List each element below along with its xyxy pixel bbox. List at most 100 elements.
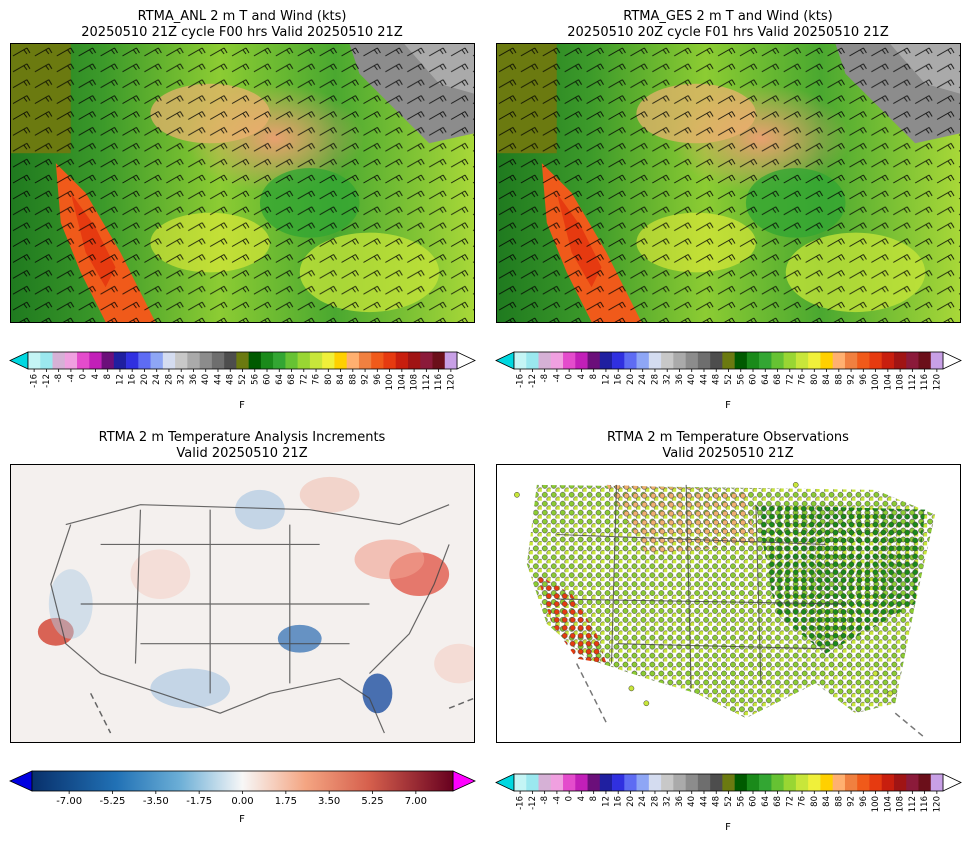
colorbar-swatch <box>636 774 650 791</box>
colorbar-tick-label: 60 <box>263 374 273 385</box>
colorbar-tick-label: 52 <box>724 374 734 385</box>
colorbar-swatch <box>563 774 576 791</box>
colorbar-swatch <box>734 774 748 791</box>
panel-4-title: RTMA 2 m Temperature Observations Valid … <box>496 430 960 462</box>
temp-colorbar-top-left: -16 -12 -8 -4 0 4 8 12 16 20 24 28 32 36 40 44 48 52 56 60 6… <box>9 349 476 401</box>
colorbar-swatch <box>538 352 552 369</box>
colorbar-swatch <box>820 352 833 369</box>
colorbar-swatch <box>661 774 674 791</box>
temp-colorbar-svg: -16 -12 -8 -4 0 4 8 12 16 20 24 28 32 36 40 44 48 52 56 60 6… <box>9 351 476 390</box>
colorbar-swatch <box>832 774 846 791</box>
colorbar-swatch <box>28 352 41 369</box>
colorbar-swatch <box>636 352 650 369</box>
colorbar-swatch <box>746 774 760 791</box>
colorbar-swatch <box>550 774 564 791</box>
colorbar-tick-label: 24 <box>638 796 648 807</box>
colorbar-swatch <box>857 774 870 791</box>
colorbar-tick-label: -8 <box>540 796 550 804</box>
colorbar-swatch <box>575 774 588 791</box>
colorbar-tick-label: 12 <box>601 374 611 385</box>
colorbar-over-arrow <box>456 351 476 370</box>
colorbar-swatch <box>771 774 784 791</box>
colorbar-tick-label: 112 <box>422 374 432 390</box>
panel-1-title-line2: 20250510 21Z cycle F00 hrs Valid 2025051… <box>81 25 403 40</box>
colorbar-tick-label: 44 <box>213 374 223 385</box>
colorbar-tick-label: 88 <box>834 796 844 807</box>
panel-4-title-line1: RTMA 2 m Temperature Observations <box>607 430 849 445</box>
colorbar-tick-label: 8 <box>589 374 599 379</box>
colorbar-tick-label: 28 <box>650 796 660 807</box>
colorbar-swatch <box>371 352 384 369</box>
colorbar-tick-label: 112 <box>908 374 918 390</box>
colorbar-swatch <box>746 352 760 369</box>
colorbar-swatch <box>612 352 625 369</box>
colorbar-swatch <box>771 352 784 369</box>
colorbar-swatch <box>734 352 748 369</box>
colorbar-swatch <box>587 352 601 369</box>
colorbar-swatch <box>918 774 932 791</box>
colorbar-under-arrow <box>495 773 515 792</box>
colorbar-swatch <box>648 774 662 791</box>
colorbar-tick-label: 40 <box>687 796 697 807</box>
colorbar-swatch <box>612 774 625 791</box>
colorbar-swatch <box>420 352 433 369</box>
colorbar-swatch <box>808 352 821 369</box>
colorbar-tick-label: 20 <box>626 796 636 807</box>
colorbar-over-arrow <box>942 773 962 792</box>
colorbar-tick-label: 92 <box>847 374 857 385</box>
colorbar-tick-label: 120 <box>932 796 942 812</box>
colorbar-tick-label: 48 <box>712 796 722 807</box>
colorbar-swatch <box>906 352 919 369</box>
colorbar-swatch <box>587 774 601 791</box>
colorbar-swatch <box>869 352 883 369</box>
colorbar-swatch <box>175 352 188 369</box>
colorbar-tick-label: 76 <box>312 374 322 385</box>
colorbar-tick-label: -4 <box>66 374 76 382</box>
colorbar-swatch <box>759 352 772 369</box>
panel-3-title-line2: Valid 20250510 21Z <box>176 446 308 461</box>
colorbar-tick-label: 100 <box>385 374 395 390</box>
increment-colorbar-svg: -7.00 -5.25 -3.50 -1.75 0.00 1.75 3.50 5.25 7.00 <box>9 770 476 807</box>
colorbar-tick-label: 16 <box>128 374 138 385</box>
colorbar-swatch <box>795 352 809 369</box>
colorbar-tick-label: 64 <box>761 374 771 385</box>
colorbar-tick-label: 36 <box>189 374 199 385</box>
colorbar-tick-label: 36 <box>675 374 685 385</box>
colorbar-tick-label: 12 <box>601 796 611 807</box>
colorbar-swatch <box>563 352 576 369</box>
colorbar-tick-label: 8 <box>589 796 599 801</box>
colorbar-swatch <box>346 352 360 369</box>
colorbar-tick-label: 28 <box>164 374 174 385</box>
colorbar-swatch <box>199 352 213 369</box>
colorbar-tick-label: -16 <box>30 374 40 388</box>
colorbar-tick-label: 104 <box>883 374 893 390</box>
colorbar-tick-label: 120 <box>932 374 942 390</box>
rtma-anl-temp-wind-map <box>10 43 475 323</box>
temp-analysis-increments-map <box>10 464 475 743</box>
colorbar-swatch <box>820 774 833 791</box>
colorbar-tick-label: 68 <box>773 796 783 807</box>
colorbar-swatch <box>395 352 409 369</box>
colorbar-tick-label: 76 <box>798 796 808 807</box>
colorbar-swatch <box>857 352 870 369</box>
temp-colorbar-bottom-right-unit: F <box>725 822 731 833</box>
colorbar-tick-label: 80 <box>810 796 820 807</box>
colorbar-gradient <box>31 770 454 792</box>
colorbar-tick-label: 16 <box>614 374 624 385</box>
colorbar-swatch <box>285 352 298 369</box>
colorbar-swatch <box>89 352 102 369</box>
colorbar-swatch <box>795 774 809 791</box>
colorbar-swatch <box>101 352 115 369</box>
colorbar-swatch <box>126 352 139 369</box>
colorbar-tick-label: 0.00 <box>231 796 253 807</box>
colorbar-tick-label: 100 <box>871 796 881 812</box>
colorbar-tick-label: 84 <box>336 374 346 385</box>
colorbar-over-arrow <box>452 770 476 792</box>
colorbar-swatch <box>648 352 662 369</box>
panel-2-title: RTMA_GES 2 m T and Wind (kts) 20250510 2… <box>496 9 960 41</box>
colorbar-tick-label: 68 <box>287 374 297 385</box>
colorbar-tick-label: 44 <box>699 796 709 807</box>
colorbar-tick-label: -16 <box>516 796 526 810</box>
colorbar-swatch <box>224 352 237 369</box>
colorbar-swatch <box>697 774 711 791</box>
